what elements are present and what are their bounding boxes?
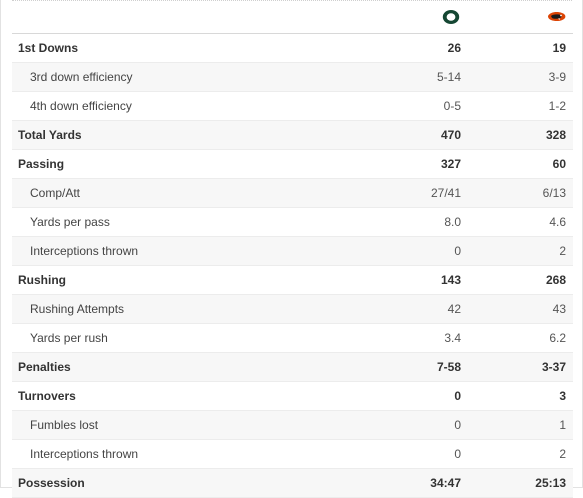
- home-value: 3.4: [444, 331, 461, 345]
- home-value: 143: [440, 273, 461, 287]
- home-value: 5-14: [436, 70, 461, 84]
- stat-label: Rushing Attempts: [30, 302, 125, 316]
- top-divider: [12, 0, 572, 2]
- home-value: 34:47: [430, 476, 461, 490]
- away-value: 2: [559, 244, 566, 258]
- stat-label: Comp/Att: [30, 186, 81, 200]
- stat-row: Comp/Att 27/41 6/13: [12, 179, 573, 208]
- stat-row: Possession 34:47 25:13: [12, 469, 573, 498]
- stat-row: Passing 327 60: [12, 150, 573, 179]
- home-value: 0: [454, 447, 461, 461]
- stat-label: Interceptions thrown: [30, 447, 139, 461]
- stat-label: Total Yards: [18, 128, 82, 142]
- home-value: 470: [440, 128, 461, 142]
- away-value: 328: [545, 128, 566, 142]
- table-header: [12, 2, 573, 34]
- home-value: 327: [440, 157, 461, 171]
- away-value: 3-37: [541, 360, 566, 374]
- away-value: 6.2: [549, 331, 566, 345]
- stat-label: 4th down efficiency: [30, 99, 132, 113]
- home-value: 0: [454, 389, 461, 403]
- away-value: 43: [552, 302, 566, 316]
- home-value: 0: [454, 418, 461, 432]
- away-value: 60: [552, 157, 566, 171]
- away-value: 3-9: [548, 70, 566, 84]
- stat-row: Turnovers 0 3: [12, 382, 573, 411]
- stat-row: 3rd down efficiency 5-14 3-9: [12, 63, 573, 92]
- stat-label: Interceptions thrown: [30, 244, 139, 258]
- stat-label: Yards per rush: [30, 331, 108, 345]
- stat-row: Total Yards 470 328: [12, 121, 573, 150]
- away-value: 19: [552, 41, 566, 55]
- stat-label: Penalties: [18, 360, 71, 374]
- stat-row: 4th down efficiency 0-5 1-2: [12, 92, 573, 121]
- stat-row: Fumbles lost 0 1: [12, 411, 573, 440]
- stat-label: Passing: [18, 157, 65, 171]
- away-value: 25:13: [535, 476, 566, 490]
- away-value: 1-2: [548, 99, 566, 113]
- away-value: 1: [559, 418, 566, 432]
- home-value: 26: [447, 41, 461, 55]
- stat-label: 1st Downs: [18, 41, 79, 55]
- stat-label: Possession: [18, 476, 85, 490]
- stat-label: Turnovers: [18, 389, 76, 403]
- stat-row: 1st Downs 26 19: [12, 34, 573, 63]
- home-value: 7-58: [436, 360, 461, 374]
- home-value: 42: [447, 302, 461, 316]
- stat-row: Penalties 7-58 3-37: [12, 353, 573, 382]
- stat-row: Interceptions thrown 0 2: [12, 440, 573, 469]
- away-value: 268: [545, 273, 566, 287]
- panel-border-left: [0, 0, 1, 488]
- stat-label: Yards per pass: [30, 215, 110, 229]
- stat-label: 3rd down efficiency: [30, 70, 133, 84]
- stat-label: Rushing: [18, 273, 66, 287]
- away-value: 3: [559, 389, 566, 403]
- stat-row: Interceptions thrown 0 2: [12, 237, 573, 266]
- stat-row: Yards per pass 8.0 4.6: [12, 208, 573, 237]
- home-value: 27/41: [430, 186, 461, 200]
- stats-rows: 1st Downs 26 19 3rd down efficiency 5-14 3-9 4…: [12, 34, 573, 498]
- stat-row: Rushing 143 268: [12, 266, 573, 295]
- home-value: 8.0: [444, 215, 461, 229]
- home-value: 0: [454, 244, 461, 258]
- stat-label: Fumbles lost: [30, 418, 99, 432]
- away-value: 2: [559, 447, 566, 461]
- team-stats-table: 1st Downs 26 19 3rd down efficiency 5-14 3-9 4…: [12, 2, 573, 498]
- stat-row: Rushing Attempts 42 43: [12, 295, 573, 324]
- oregon-o-logo-icon[interactable]: [441, 9, 461, 25]
- oregon-state-beaver-logo-icon[interactable]: [547, 9, 567, 25]
- away-value: 6/13: [542, 186, 566, 200]
- away-value: 4.6: [549, 215, 566, 229]
- home-value: 0-5: [443, 99, 461, 113]
- stat-row: Yards per rush 3.4 6.2: [12, 324, 573, 353]
